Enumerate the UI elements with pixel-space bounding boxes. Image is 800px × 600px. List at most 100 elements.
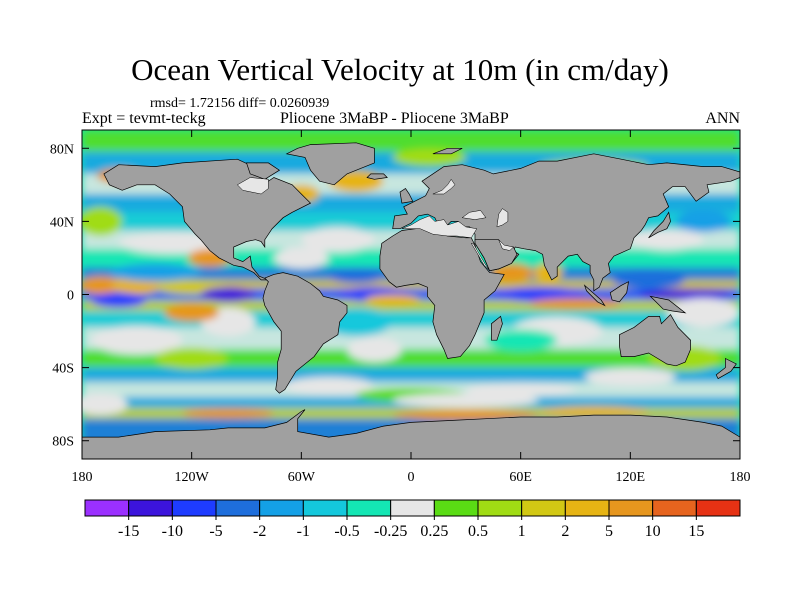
- colorbar-label: 1: [518, 523, 526, 540]
- colorbar-swatch: [564, 499, 610, 517]
- land-borneo: [609, 281, 629, 303]
- land-antarctica: [82, 409, 740, 459]
- ocean-patch: [91, 325, 183, 355]
- latitude-band: [82, 130, 740, 152]
- lon-tick-label: 0: [408, 470, 415, 485]
- ocean-patch: [347, 336, 402, 363]
- season-label: ANN: [705, 110, 740, 127]
- colorbar-label: -5: [209, 523, 222, 540]
- colorbar: -15 -10 -5 -2 -1 -0.5 -0.25 0.25 0.5 1 2 5 10 15: [84, 499, 741, 540]
- stats-label: rmsd= 1.72156 diff= 0.0260939: [150, 96, 330, 111]
- ocean-patch: [630, 228, 704, 251]
- lat-tick-label: 40S: [52, 362, 74, 377]
- sea-black-sea: [461, 210, 487, 220]
- land-australia: [619, 314, 691, 367]
- colorbar-label: 10: [645, 523, 661, 540]
- land-svalbard: [432, 147, 463, 155]
- lon-tick-label: 180: [72, 470, 93, 485]
- ocean-patch: [273, 246, 329, 269]
- ocean-patch: [538, 405, 649, 417]
- colorbar-swatch: [521, 499, 566, 517]
- colorbar-swatch: [171, 499, 217, 517]
- ocean-patch: [109, 263, 201, 282]
- colorbar-label: -10: [162, 523, 183, 540]
- land-britain: [399, 188, 414, 204]
- ocean-patch: [639, 289, 731, 300]
- ocean-patch: [155, 347, 229, 370]
- colorbar-label: 2: [561, 523, 569, 540]
- land-south-america: [262, 272, 348, 394]
- sea-red-sea: [470, 243, 490, 271]
- colorbar-label: 5: [605, 523, 613, 540]
- colorbar-swatch: [84, 499, 130, 517]
- land-sumatra: [583, 284, 606, 307]
- axis-ticks: 80N 40N 0 40S 80S 180 120W 60W 0 60E 120E 180: [50, 130, 751, 485]
- colorbar-label: 15: [688, 523, 704, 540]
- colorbar-label: 0.5: [468, 523, 488, 540]
- ocean-patch: [91, 292, 146, 308]
- ocean-patch: [164, 303, 220, 322]
- land-iceland: [366, 173, 388, 180]
- colorbar-swatch: [128, 499, 173, 517]
- sea-hudson-bay: [236, 177, 269, 195]
- lat-tick-label: 80N: [50, 142, 74, 157]
- land-baffin-island: [246, 162, 281, 180]
- colorbar-swatch: [215, 499, 261, 517]
- colorbar-label: 0.25: [420, 523, 448, 540]
- ocean-patch: [182, 407, 274, 419]
- ocean-patch: [283, 376, 375, 396]
- colorbar-swatch: [390, 499, 435, 517]
- lon-tick-label: 120E: [616, 470, 646, 485]
- colorbar-label: -15: [118, 523, 139, 540]
- ocean-patch: [612, 270, 686, 290]
- plot-title: Ocean Vertical Velocity at 10m (in cm/da…: [131, 52, 669, 87]
- colorbar-label: -0.5: [334, 523, 359, 540]
- colorbar-swatch: [652, 499, 697, 517]
- land-new-guinea: [649, 295, 687, 314]
- ocean-patch: [484, 329, 558, 352]
- ocean-patch: [365, 294, 421, 306]
- latitude-band: [82, 367, 740, 383]
- colorbar-swatch: [477, 499, 523, 517]
- ocean-patch: [82, 393, 128, 416]
- ocean-patch: [584, 367, 677, 386]
- lat-tick-label: 0: [67, 289, 74, 304]
- colorbar-swatch: [608, 499, 654, 517]
- land-new-zealand: [715, 357, 737, 380]
- lon-tick-label: 60E: [509, 470, 532, 485]
- lat-tick-label: 80S: [52, 435, 74, 450]
- ocean-patch: [465, 382, 576, 397]
- land-masses: [82, 142, 740, 459]
- ocean-patch: [676, 210, 731, 233]
- land-madagascar: [491, 315, 503, 341]
- ocean-patch: [82, 276, 123, 295]
- lon-tick-label: 120W: [175, 470, 210, 485]
- sea-mediterranean: [401, 215, 478, 239]
- colorbar-swatch: [259, 499, 304, 517]
- colorbar-swatch: [695, 499, 741, 517]
- colorbar-label: -2: [253, 523, 266, 540]
- lon-tick-label: 180: [730, 470, 751, 485]
- lon-tick-label: 60W: [288, 470, 316, 485]
- ocean-patch: [82, 206, 123, 237]
- sea-baltic-sea: [432, 178, 456, 195]
- latitude-band: [82, 299, 740, 311]
- sea-persian-gulf: [498, 239, 514, 251]
- runs-label: Pliocene 3MaBP - Pliocene 3MaBP: [280, 110, 509, 127]
- ocean-patch: [666, 298, 740, 328]
- ocean-patch: [328, 268, 384, 284]
- colorbar-swatch: [433, 499, 479, 517]
- ocean-patch: [392, 393, 539, 408]
- colorbar-label: -0.25: [374, 523, 407, 540]
- ocean-patch: [493, 287, 585, 302]
- ocean-patch: [301, 226, 375, 253]
- colorbar-label: -1: [297, 523, 310, 540]
- colorbar-swatch: [302, 499, 348, 517]
- land-japan: [648, 211, 671, 239]
- latitude-band: [82, 349, 740, 368]
- land-greenland: [285, 142, 375, 186]
- ocean-patch: [529, 298, 622, 310]
- sea-caspian-sea: [496, 208, 509, 228]
- lat-tick-label: 40N: [50, 215, 74, 230]
